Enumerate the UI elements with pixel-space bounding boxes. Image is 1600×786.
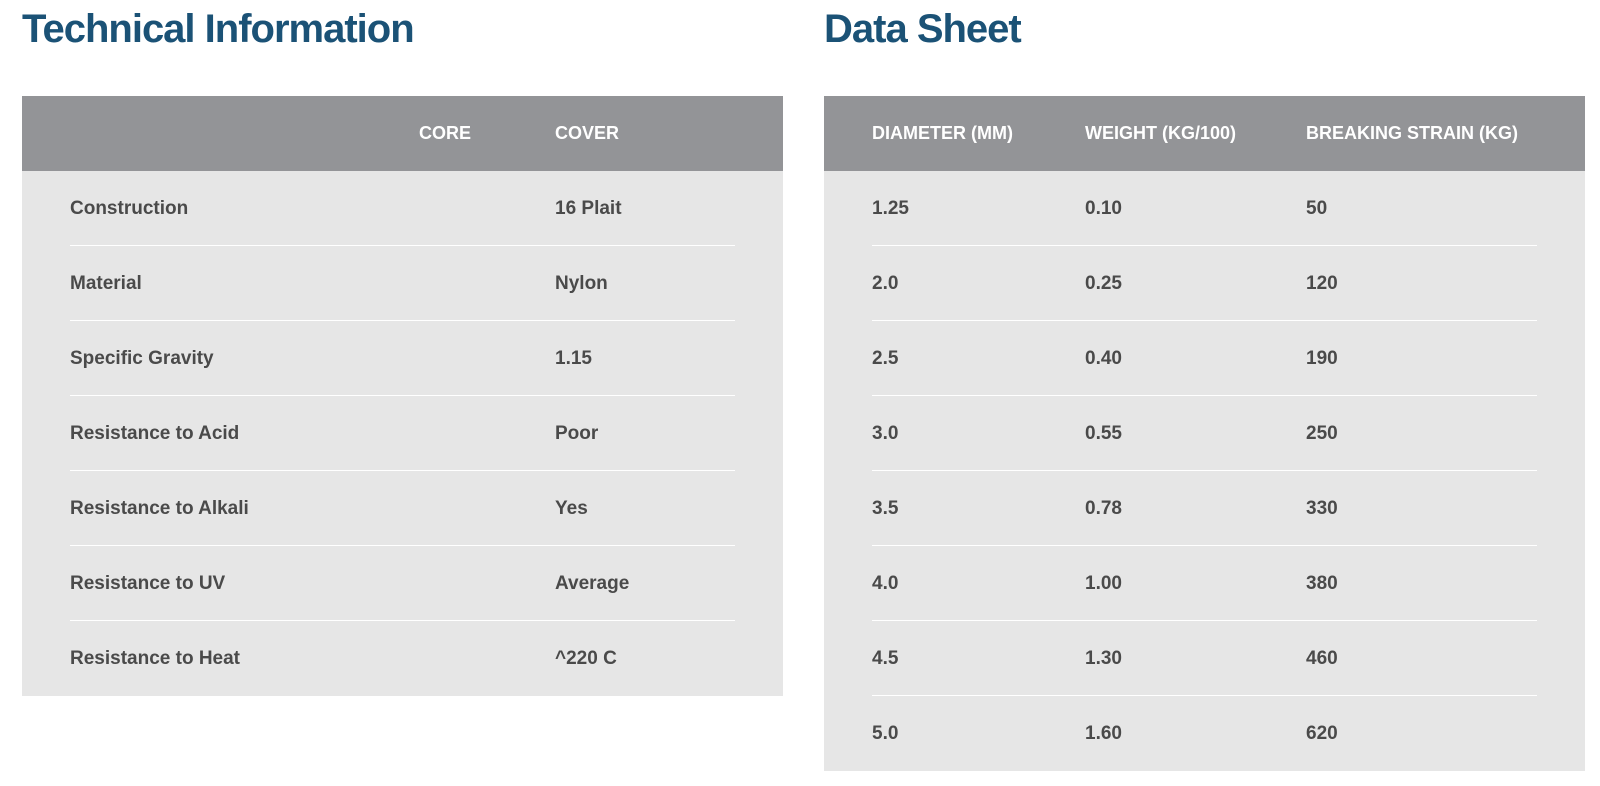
table-row: Resistance to Acid Poor	[70, 396, 735, 471]
weight-value: 0.10	[1085, 198, 1122, 219]
table-header: DIAMETER (MM) WEIGHT (KG/100) BREAKING S…	[824, 96, 1585, 171]
table-row: 5.0 1.60 620	[872, 696, 1537, 771]
data-sheet-title: Data Sheet	[824, 7, 1022, 51]
property-value: 1.15	[555, 348, 592, 369]
column-header-weight: WEIGHT (KG/100)	[1085, 123, 1237, 143]
property-name: Construction	[70, 198, 189, 219]
weight-value: 0.55	[1085, 423, 1122, 444]
table-row: 3.5 0.78 330	[872, 471, 1537, 546]
table-row: 3.0 0.55 250	[872, 396, 1537, 471]
diameter-value: 5.0	[872, 723, 899, 744]
property-name: Resistance to UV	[70, 573, 226, 594]
table-row: Material Nylon	[70, 246, 735, 321]
diameter-value: 2.0	[872, 273, 899, 294]
diameter-value: 3.5	[872, 498, 899, 519]
diameter-value: 4.5	[872, 648, 899, 669]
property-name: Resistance to Heat	[70, 648, 241, 669]
weight-value: 0.78	[1085, 498, 1122, 519]
weight-value: 1.60	[1085, 723, 1122, 744]
table-row: Resistance to UV Average	[70, 546, 735, 621]
table-row: 4.5 1.30 460	[872, 621, 1537, 696]
property-name: Specific Gravity	[70, 348, 214, 369]
data-sheet-table: DIAMETER (MM) WEIGHT (KG/100) BREAKING S…	[824, 96, 1585, 771]
breaking-strain-value: 120	[1306, 273, 1338, 294]
weight-value: 0.40	[1085, 348, 1122, 369]
technical-information-table: CORE COVER Construction 16 Plait Material N…	[22, 96, 783, 696]
diameter-value: 3.0	[872, 423, 899, 444]
technical-information-title: Technical Information	[22, 7, 415, 51]
diameter-value: 1.25	[872, 198, 909, 219]
breaking-strain-value: 330	[1306, 498, 1338, 519]
property-value: Nylon	[555, 273, 608, 294]
property-value: Yes	[555, 498, 588, 519]
breaking-strain-value: 460	[1306, 648, 1338, 669]
weight-value: 1.00	[1085, 573, 1122, 594]
column-header-core: CORE	[419, 123, 472, 143]
table-body: Construction 16 Plait Material Nylon Specifi…	[22, 171, 783, 696]
breaking-strain-value: 620	[1306, 723, 1338, 744]
table-row: Resistance to Heat ^220 C	[70, 621, 735, 696]
property-name: Resistance to Alkali	[70, 498, 249, 519]
column-header-cover: COVER	[555, 123, 620, 143]
table-body: 1.25 0.10 50 2.0 0.25 120 2.5 0.40 190 3.0 0.55 250…	[824, 171, 1585, 771]
table-row: Resistance to Alkali Yes	[70, 471, 735, 546]
table-row: Construction 16 Plait	[70, 171, 735, 246]
property-name: Resistance to Acid	[70, 423, 240, 444]
property-name: Material	[70, 273, 142, 294]
weight-value: 0.25	[1085, 273, 1122, 294]
breaking-strain-value: 50	[1306, 198, 1328, 219]
table-row: 2.0 0.25 120	[872, 246, 1537, 321]
property-value: Average	[555, 573, 630, 594]
breaking-strain-value: 190	[1306, 348, 1338, 369]
breaking-strain-value: 250	[1306, 423, 1338, 444]
table-row: Specific Gravity 1.15	[70, 321, 735, 396]
property-value: Poor	[555, 423, 599, 444]
property-value: 16 Plait	[555, 198, 622, 219]
column-header-diameter: DIAMETER (MM)	[872, 123, 1013, 143]
column-header-breaking-strain: BREAKING STRAIN (KG)	[1306, 123, 1518, 143]
diameter-value: 2.5	[872, 348, 899, 369]
table-row: 2.5 0.40 190	[872, 321, 1537, 396]
table-header: CORE COVER	[22, 96, 783, 171]
property-value: ^220 C	[555, 648, 617, 669]
weight-value: 1.30	[1085, 648, 1122, 669]
table-row: 1.25 0.10 50	[872, 171, 1537, 246]
diameter-value: 4.0	[872, 573, 899, 594]
breaking-strain-value: 380	[1306, 573, 1338, 594]
table-row: 4.0 1.00 380	[872, 546, 1537, 621]
